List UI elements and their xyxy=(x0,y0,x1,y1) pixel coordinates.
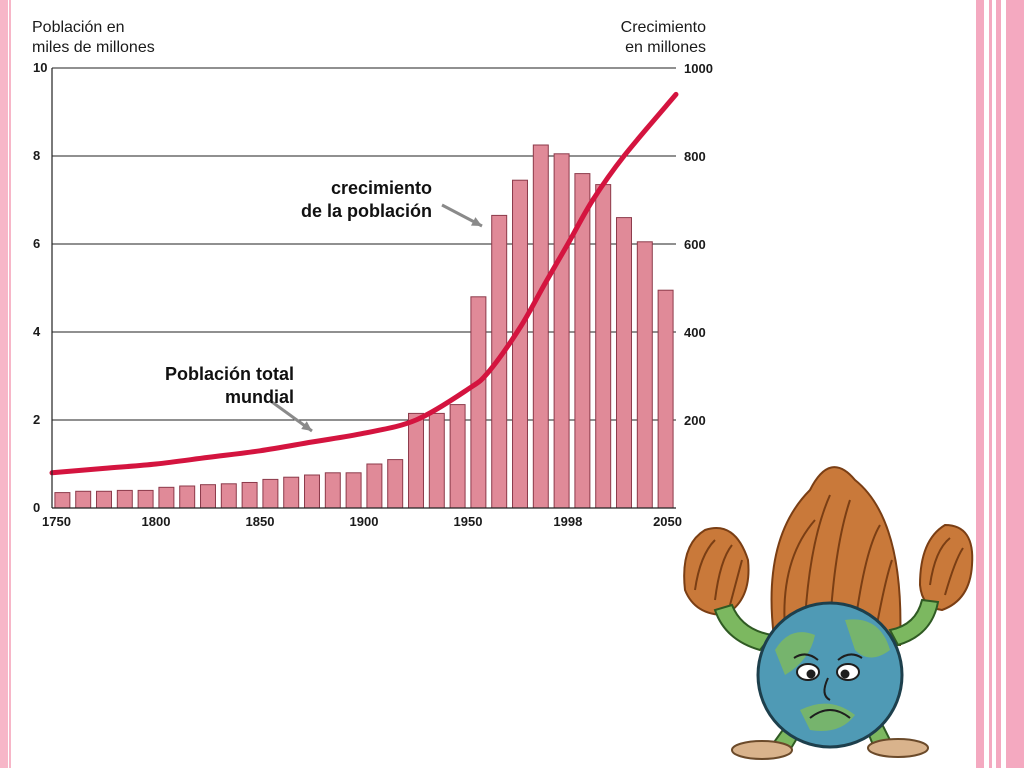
x-tick-label: 2050 xyxy=(653,514,682,529)
growth-bar xyxy=(553,153,570,509)
growth-bar xyxy=(449,404,466,509)
growth-bar xyxy=(75,490,92,509)
growth-bar xyxy=(657,289,674,509)
x-tick-label: 1750 xyxy=(42,514,71,529)
growth-bar xyxy=(512,179,528,509)
growth-bar xyxy=(304,474,320,509)
right-hand-crowd-icon xyxy=(918,523,974,612)
annotation-arrow xyxy=(441,203,483,228)
arms-icon xyxy=(713,598,940,652)
left-tick-label: 8 xyxy=(33,148,40,163)
gridlines xyxy=(52,67,676,421)
growth-bar xyxy=(366,463,383,509)
x-tick-label: 1950 xyxy=(454,514,483,529)
right-tick-label: 400 xyxy=(684,325,706,340)
left-tick-label: 4 xyxy=(33,324,41,339)
worried-face-icon xyxy=(793,653,863,719)
overpopulated-globe-illustration xyxy=(683,466,974,760)
crowd-on-head-icon xyxy=(770,466,902,646)
right-tick-label: 1000 xyxy=(684,61,713,76)
growth-bar xyxy=(636,241,653,509)
growth-bar xyxy=(616,217,632,509)
x-tick-label: 1800 xyxy=(142,514,171,529)
population-line xyxy=(49,91,679,476)
growth-bar xyxy=(137,489,154,509)
x-tick-label: 1998 xyxy=(553,514,582,529)
annotation-arrows xyxy=(271,203,483,433)
growth-bar xyxy=(179,485,196,509)
growth-bar xyxy=(283,476,300,509)
left-tick-label: 10 xyxy=(33,60,47,75)
x-tick-label: 1900 xyxy=(350,514,379,529)
growth-bar xyxy=(220,483,237,509)
growth-bar xyxy=(387,459,404,509)
growth-bar xyxy=(158,486,175,509)
growth-bar xyxy=(595,184,612,509)
right-tick-label: 200 xyxy=(684,413,706,428)
x-tick-label: 1850 xyxy=(246,514,275,529)
left-hand-crowd-icon xyxy=(683,527,750,617)
right-tick-label: 600 xyxy=(684,237,706,252)
axes: 0 2 4 6 8 10 200 400 600 800 1000 1750 1800 1850 1900 1… xyxy=(33,60,713,529)
annotation-arrow xyxy=(271,400,313,433)
growth-bar xyxy=(200,484,216,509)
growth-bar xyxy=(470,296,487,509)
left-tick-label: 6 xyxy=(33,236,40,251)
globe-body-icon xyxy=(756,601,904,749)
left-tick-label: 0 xyxy=(33,500,40,515)
growth-bar xyxy=(532,144,549,509)
right-axis-title: Crecimiento en millones xyxy=(620,19,706,56)
growth-bars xyxy=(54,144,674,509)
right-tick-label: 800 xyxy=(684,149,706,164)
growth-bar xyxy=(54,492,71,509)
population-line-group xyxy=(49,91,679,476)
right-decorative-stripes xyxy=(976,0,1024,768)
left-axis-title: Población en miles de millones xyxy=(32,19,155,56)
growth-bar xyxy=(345,472,362,509)
growth-bar xyxy=(116,489,133,509)
left-decorative-stripe xyxy=(0,0,11,768)
left-tick-label: 2 xyxy=(33,412,40,427)
growth-bar xyxy=(324,472,341,509)
growth-annotation: crecimiento de la población xyxy=(300,178,432,221)
growth-bar xyxy=(408,412,424,509)
total-population-annotation: Población total mundial xyxy=(164,364,294,407)
growth-bar xyxy=(96,490,112,509)
growth-bar xyxy=(262,478,279,509)
growth-bar xyxy=(428,412,445,509)
growth-bar xyxy=(241,481,258,509)
